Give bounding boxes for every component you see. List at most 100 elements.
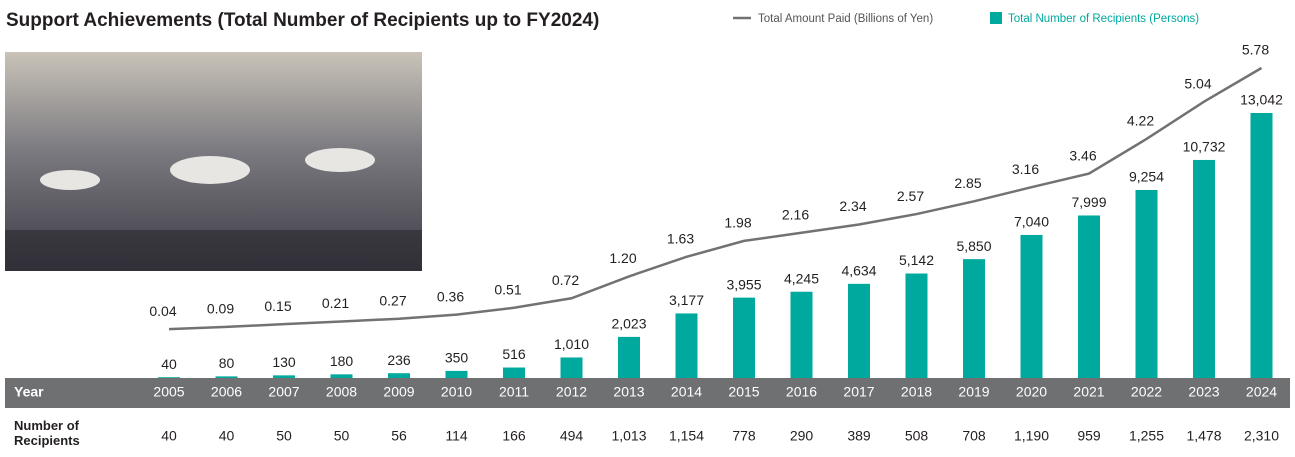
bar-value-label: 7,999 xyxy=(1071,194,1106,210)
table-cell: 40 xyxy=(161,428,177,444)
bar-value-label: 2,023 xyxy=(611,316,646,332)
table-cell: 50 xyxy=(276,428,292,444)
bar-value-label: 40 xyxy=(161,356,177,372)
x-tick-label: 2015 xyxy=(728,384,759,400)
table-cell: 114 xyxy=(445,428,468,444)
x-tick-label: 2024 xyxy=(1246,384,1277,400)
x-tick-label: 2016 xyxy=(786,384,817,400)
bar xyxy=(388,373,410,378)
bar xyxy=(446,371,468,378)
table-cell: 1,255 xyxy=(1129,428,1164,444)
line-value-label: 1.20 xyxy=(609,250,636,266)
bar xyxy=(273,375,295,378)
bar-value-label: 4,245 xyxy=(784,270,819,286)
line-value-label: 0.36 xyxy=(437,288,464,304)
bar xyxy=(158,377,180,378)
line-value-label: 0.21 xyxy=(322,295,349,311)
photo-detail xyxy=(305,148,375,172)
line-value-label: 0.72 xyxy=(552,272,579,288)
line-value-label: 0.15 xyxy=(264,298,291,314)
table-cell: 959 xyxy=(1077,428,1101,444)
table-cell: 290 xyxy=(790,428,814,444)
bar xyxy=(963,259,985,378)
bar xyxy=(331,374,353,378)
bar-value-label: 9,254 xyxy=(1129,169,1164,185)
x-tick-label: 2005 xyxy=(153,384,184,400)
bar xyxy=(1193,160,1215,378)
bar xyxy=(1078,215,1100,378)
legend-swatch xyxy=(990,12,1002,24)
line-value-label: 0.04 xyxy=(149,303,176,319)
chart-title: Support Achievements (Total Number of Re… xyxy=(6,10,599,31)
bar xyxy=(1136,190,1158,378)
bar xyxy=(676,313,698,378)
line-value-label: 2.16 xyxy=(782,206,809,222)
photo-detail xyxy=(170,156,250,184)
line-value-label: 0.09 xyxy=(207,301,234,317)
bar xyxy=(216,376,238,378)
photo-detail xyxy=(5,230,422,271)
table-cell: 166 xyxy=(502,428,526,444)
table-cell: 40 xyxy=(219,428,235,444)
bar-value-label: 3,955 xyxy=(726,276,761,292)
bar-value-label: 516 xyxy=(502,346,526,362)
bar-value-label: 7,040 xyxy=(1014,214,1049,230)
table-cell: 708 xyxy=(962,428,986,444)
x-tick-label: 2018 xyxy=(901,384,932,400)
bar xyxy=(503,368,525,378)
x-tick-label: 2014 xyxy=(671,384,702,400)
bar xyxy=(1021,235,1043,378)
table-cell: 1,013 xyxy=(611,428,646,444)
photo-detail xyxy=(40,170,100,190)
table-cell: 389 xyxy=(847,428,871,444)
bar-value-label: 80 xyxy=(219,355,235,371)
bar xyxy=(848,284,870,378)
line-value-label: 3.16 xyxy=(1012,161,1039,177)
chart: Support Achievements (Total Number of Re… xyxy=(0,0,1295,457)
line-value-label: 4.22 xyxy=(1127,113,1154,129)
bar-value-label: 5,142 xyxy=(899,252,934,268)
table-cell: 56 xyxy=(391,428,407,444)
x-tick-label: 2022 xyxy=(1131,384,1162,400)
x-tick-label: 2017 xyxy=(843,384,874,400)
line-value-label: 5.78 xyxy=(1242,42,1269,58)
bar-value-label: 180 xyxy=(330,353,354,369)
bar-value-label: 13,042 xyxy=(1240,92,1283,108)
line-value-label: 1.63 xyxy=(667,231,694,247)
x-axis-label: Year xyxy=(14,384,44,400)
line-value-label: 0.27 xyxy=(379,292,406,308)
table-cell: 1,478 xyxy=(1186,428,1221,444)
x-tick-label: 2012 xyxy=(556,384,587,400)
line-value-label: 1.98 xyxy=(724,215,751,231)
x-tick-label: 2008 xyxy=(326,384,357,400)
table-cell: 50 xyxy=(334,428,350,444)
page: {"chart_data": {"type": "bar-line", "tit… xyxy=(0,0,1295,457)
x-tick-label: 2006 xyxy=(211,384,242,400)
bar-value-label: 130 xyxy=(272,354,296,370)
bar-value-label: 5,850 xyxy=(956,238,991,254)
bar xyxy=(906,274,928,378)
table-cell: 1,154 xyxy=(669,428,704,444)
x-tick-label: 2011 xyxy=(499,384,529,400)
table-cell: 508 xyxy=(905,428,929,444)
legend-label: Total Amount Paid (Billions of Yen) xyxy=(758,13,933,25)
bar-value-label: 236 xyxy=(387,352,411,368)
line-value-label: 2.57 xyxy=(897,188,924,204)
x-tick-label: 2019 xyxy=(958,384,989,400)
bar xyxy=(618,337,640,378)
line-value-label: 0.51 xyxy=(494,281,521,297)
bar-value-label: 4,634 xyxy=(841,263,876,279)
x-tick-label: 2020 xyxy=(1016,384,1047,400)
bar-value-label: 1,010 xyxy=(554,336,589,352)
bar xyxy=(733,298,755,378)
table-cell: 778 xyxy=(732,428,756,444)
x-tick-label: 2023 xyxy=(1188,384,1219,400)
table-cell: 1,190 xyxy=(1014,428,1049,444)
bar-value-label: 3,177 xyxy=(669,292,704,308)
x-tick-label: 2021 xyxy=(1073,384,1104,400)
line-value-label: 5.04 xyxy=(1184,75,1211,91)
bar xyxy=(561,357,583,378)
x-tick-label: 2007 xyxy=(268,384,299,400)
bar-value-label: 350 xyxy=(445,350,469,366)
